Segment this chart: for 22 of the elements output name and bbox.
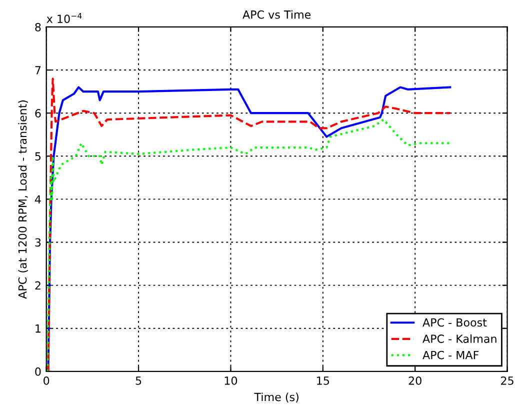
x-tick-label: 5 [136,376,142,385]
y-tick-label: 7 [35,66,41,74]
x-axis-title: Time (s) [254,392,298,403]
y-tick-label: 5 [35,152,41,161]
x-tick-label: 15 [317,376,330,385]
y-tick-label: 8 [35,22,41,32]
y-tick-label: 1 [36,324,40,333]
legend-label: APC - Kalman [422,334,496,343]
text: x 10$^{−4}$ [46,12,82,24]
x-tick-label: 0 [44,376,50,385]
x-tick-label: 10 [224,376,238,385]
chart-title: APC vs Time [242,10,311,19]
y-tick-label: 3 [35,238,41,247]
y-axis-title: APC (at 1200 RPM, Load - transient) [18,100,28,299]
y-tick-label: 2 [35,281,40,290]
x-tick-label: 25 [501,376,514,385]
y-tick-label: 0 [35,367,41,376]
y-tick-label: 6 [35,109,41,118]
legend-label: APC - MAF [422,350,479,360]
y-tick-label: 4 [34,195,41,204]
x-tick-label: 20 [408,376,422,385]
legend-label: APC - Boost [422,318,487,327]
